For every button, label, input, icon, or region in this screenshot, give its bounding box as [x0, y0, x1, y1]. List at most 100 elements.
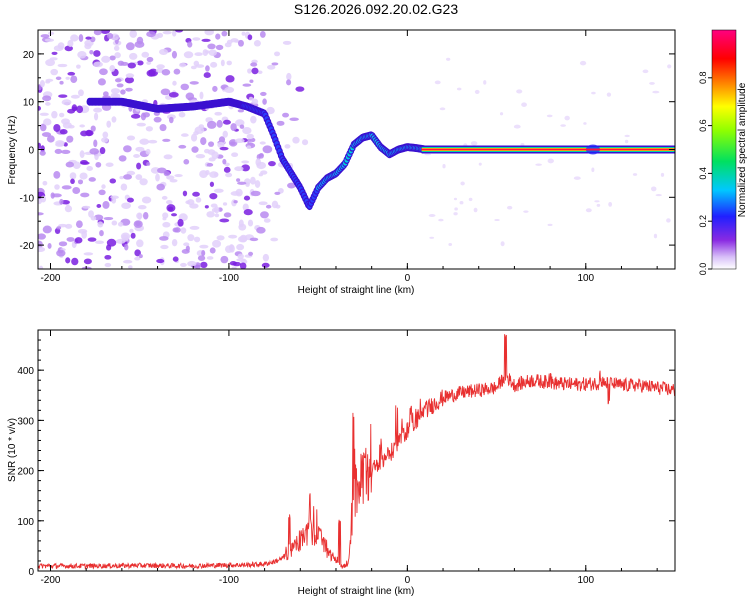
noise-speckle	[500, 241, 505, 247]
noise-speckle	[104, 262, 112, 268]
noise-speckle	[116, 83, 124, 88]
noise-speckle	[123, 174, 133, 180]
noise-speckle	[117, 221, 124, 227]
noise-speckle	[295, 86, 305, 92]
noise-speckle	[180, 262, 187, 268]
noise-speckle	[292, 136, 300, 144]
noise-speckle	[199, 170, 208, 179]
noise-speckle	[159, 123, 167, 132]
noise-speckle	[56, 249, 66, 257]
noise-speckle	[106, 33, 114, 39]
noise-speckle	[101, 137, 109, 143]
noise-speckle	[162, 30, 172, 35]
noise-speckle	[183, 242, 190, 247]
noise-speckle	[187, 234, 195, 242]
noise-speckle	[125, 73, 135, 78]
noise-speckle	[114, 52, 121, 59]
noise-speckle	[666, 218, 671, 223]
noise-speckle	[632, 173, 638, 176]
noise-speckle	[224, 86, 235, 93]
noise-speckle	[180, 83, 190, 91]
noise-speckle	[40, 145, 45, 153]
noise-speckle	[459, 200, 464, 205]
spectrogram-image	[38, 30, 675, 269]
noise-speckle	[195, 154, 206, 159]
noise-speckle	[64, 205, 73, 213]
noise-speckle	[236, 178, 241, 182]
noise-speckle	[136, 36, 144, 45]
noise-speckle	[97, 78, 106, 86]
noise-speckle	[51, 110, 58, 119]
noise-speckle	[103, 216, 114, 221]
noise-speckle	[236, 258, 246, 262]
noise-speckle	[249, 79, 254, 83]
noise-speckle	[653, 233, 658, 239]
noise-speckle	[583, 122, 587, 125]
noise-speckle	[178, 144, 187, 149]
y-tick-label: 400	[17, 366, 34, 377]
noise-speckle	[424, 153, 432, 156]
noise-speckle	[208, 141, 215, 147]
noise-speckle	[208, 49, 217, 56]
noise-speckle	[69, 172, 77, 180]
noise-speckle	[239, 262, 247, 269]
noise-speckle	[242, 126, 252, 135]
noise-speckle	[217, 141, 225, 149]
noise-speckle	[126, 197, 134, 203]
noise-speckle	[218, 136, 226, 143]
noise-speckle	[453, 197, 458, 201]
noise-speckle	[259, 141, 266, 145]
noise-speckle	[168, 91, 179, 98]
noise-speckle	[77, 179, 84, 185]
noise-speckle	[45, 59, 55, 67]
noise-speckle	[95, 161, 102, 168]
noise-speckle	[56, 226, 62, 230]
noise-speckle	[78, 34, 84, 42]
noise-speckle	[546, 114, 553, 118]
noise-speckle	[77, 50, 87, 59]
noise-speckle	[262, 253, 270, 262]
noise-speckle	[161, 69, 171, 76]
noise-speckle	[442, 164, 446, 169]
noise-speckle	[83, 252, 94, 256]
noise-speckle	[55, 76, 62, 81]
noise-speckle	[301, 139, 309, 146]
noise-speckle	[242, 203, 249, 211]
noise-speckle	[166, 175, 175, 180]
x-tick-label: 100	[577, 575, 594, 586]
noise-speckle	[429, 236, 435, 239]
noise-speckle	[125, 42, 135, 51]
noise-speckle	[44, 38, 55, 42]
noise-speckle	[483, 80, 487, 85]
spectrogram-ylabel: Frequency (Hz)	[7, 116, 18, 185]
noise-speckle	[66, 237, 75, 242]
noise-speckle	[58, 112, 65, 118]
noise-speckle	[230, 123, 237, 131]
noise-speckle	[214, 111, 223, 116]
noise-speckle	[230, 38, 239, 43]
noise-speckle	[93, 139, 98, 148]
noise-speckle	[88, 177, 96, 182]
noise-speckle	[259, 30, 266, 38]
noise-speckle	[260, 211, 269, 219]
noise-speckle	[145, 148, 151, 155]
noise-speckle	[129, 52, 138, 60]
noise-speckle	[141, 196, 152, 204]
noise-speckle	[591, 91, 596, 95]
noise-speckle	[513, 124, 521, 129]
y-tick-label: 200	[17, 467, 34, 478]
noise-speckle	[268, 160, 276, 167]
noise-speckle	[146, 161, 151, 166]
noise-speckle	[104, 255, 112, 260]
noise-speckle	[38, 106, 41, 111]
noise-speckle	[547, 223, 553, 227]
noise-speckle	[39, 80, 45, 88]
noise-speckle	[83, 258, 92, 265]
noise-speckle	[162, 138, 171, 142]
noise-speckle	[61, 99, 72, 106]
noise-speckle	[226, 60, 232, 66]
noise-speckle	[199, 244, 209, 249]
noise-speckle	[142, 112, 150, 118]
noise-speckle	[135, 146, 145, 152]
noise-speckle	[79, 124, 85, 128]
